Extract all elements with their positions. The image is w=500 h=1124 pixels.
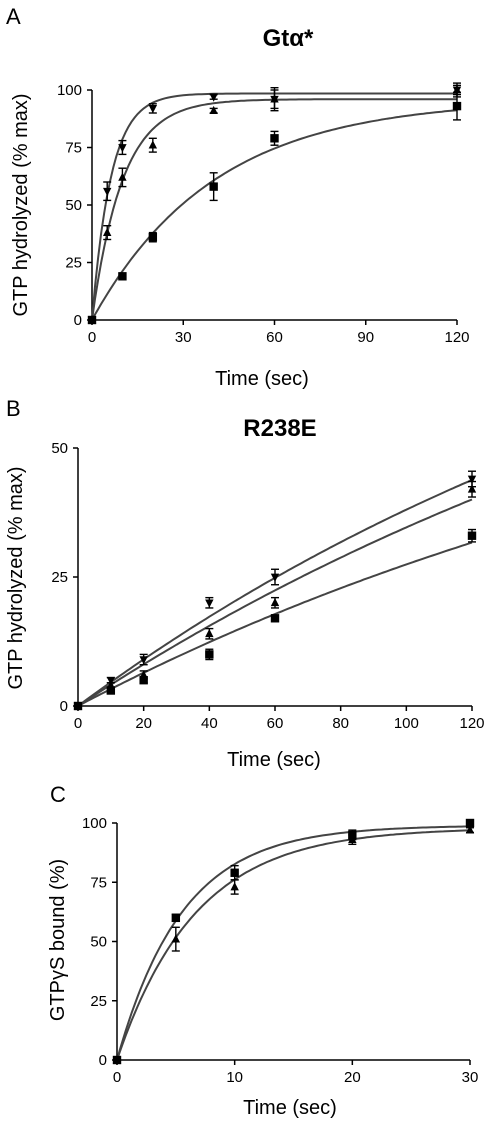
panel-b-x-tick-label: 40 — [201, 715, 218, 732]
panel-b-x-axis-label: Time (sec) — [227, 749, 321, 771]
panel-c-point-triangle-up — [465, 825, 475, 834]
panel-b-fit-curve-triangle-down — [77, 478, 473, 707]
panel-a-x-tick-label: 0 — [88, 329, 96, 346]
panel-a-y-tick-label: 0 — [74, 312, 82, 329]
panel-a-point-square — [209, 182, 218, 191]
panel-b-x-tick-label: 100 — [394, 715, 419, 732]
panel-a-data-marks — [87, 82, 462, 325]
panel-a-y-tick-label: 100 — [57, 82, 82, 99]
panel-b-point-square — [270, 614, 280, 623]
panel-c-fit-curve-triangle-up — [116, 829, 471, 1061]
panel-a-point-triangle-up — [118, 172, 127, 181]
panel-a-point-triangle-up — [270, 94, 279, 103]
panel-a-y-tick-label: 25 — [65, 255, 82, 272]
panel-a-point-triangle-down — [118, 144, 127, 153]
panel-a-x-tick-label: 90 — [357, 329, 374, 346]
panel-c-point-square — [465, 818, 475, 828]
panel-b-point-square — [73, 701, 83, 711]
panel-b-point-square — [467, 531, 477, 540]
panel-c-x-tick-label: 20 — [344, 1069, 361, 1086]
panel-b-point-triangle-down — [270, 573, 280, 582]
panel-c-axes: 0 10 20 30 0 25 50 75 100 — [82, 815, 478, 1086]
panel-a-x-tick-label: 120 — [444, 329, 469, 346]
panel-a-fit-curve-triangle-down — [91, 92, 457, 321]
panel-b-point-triangle-up — [467, 484, 477, 493]
panel-b-x-tick-label: 60 — [267, 715, 284, 732]
panel-a-point-square — [118, 272, 127, 281]
panel-b-letter: B — [6, 396, 21, 421]
panel-a-x-axis-label: Time (sec) — [215, 368, 309, 390]
panel-a-point-square — [452, 101, 462, 111]
panel-c: C Time (sec) GTPγS bound (%) 0 10 20 30 0 25 5… — [47, 782, 478, 1119]
panel-b-fit-curve-square — [77, 541, 473, 707]
panel-c-letter: C — [50, 782, 66, 807]
panel-c-data-marks — [112, 818, 475, 1065]
panel-b-x-tick-label: 80 — [332, 715, 349, 732]
panel-b-x-tick-label: 120 — [459, 715, 484, 732]
panel-c-y-axis-label: GTPγS bound (%) — [47, 859, 69, 1021]
panel-c-point-square — [230, 868, 239, 877]
panel-a-point-triangle-up — [452, 85, 462, 94]
panel-b-y-tick-label: 50 — [51, 440, 68, 457]
panel-b-fit-curves — [77, 478, 473, 707]
panel-c-point-triangle-up — [112, 1055, 122, 1064]
panel-c-y-tick-label: 50 — [90, 934, 107, 951]
panel-a-point-triangle-up — [148, 140, 158, 149]
panel-b-x-tick-label: 0 — [74, 715, 82, 732]
panel-a-x-tick-label: 30 — [175, 329, 192, 346]
panel-a-point-triangle-down — [103, 187, 112, 197]
panel-a-point-square — [148, 233, 158, 242]
panel-b-axes: 0 20 40 60 80 100 120 0 25 50 — [51, 440, 484, 732]
panel-c-y-tick-label: 75 — [90, 874, 107, 891]
panel-c-y-tick-label: 25 — [90, 993, 107, 1010]
panel-c-fit-curves — [116, 825, 471, 1061]
panel-a-y-tick-label: 50 — [65, 197, 82, 214]
panel-c-point-square — [171, 913, 181, 922]
panel-b-point-triangle-up — [270, 597, 280, 607]
panel-a-axes: 0 30 60 90 120 0 25 50 75 100 — [57, 82, 470, 346]
panel-c-x-axis-label: Time (sec) — [243, 1097, 337, 1119]
panel-c-fit-curve-square — [116, 825, 471, 1061]
panel-a-point-square — [87, 315, 97, 325]
panel-a-point-triangle-down — [209, 93, 218, 102]
panel-a-point-triangle-down — [148, 105, 158, 114]
panel-b-point-square — [205, 650, 214, 659]
panel-b-x-tick-label: 20 — [135, 715, 152, 732]
panel-c-point-triangle-up — [230, 882, 239, 891]
panel-a-point-square — [270, 134, 279, 143]
panel-b-point-triangle-up — [205, 628, 214, 638]
panel-a-fit-curves — [91, 92, 458, 321]
panel-b: B R238E Time (sec) GTP hydrolyzed (% max… — [5, 396, 485, 771]
panel-b-title: R238E — [243, 415, 316, 442]
panel-c-x-tick-label: 0 — [113, 1069, 121, 1086]
panel-c-point-triangle-up — [348, 834, 357, 843]
panel-c-point-triangle-up — [171, 934, 181, 943]
panel-b-point-triangle-down — [205, 599, 214, 608]
panel-a-point-triangle-up — [209, 105, 218, 115]
panel-a-point-triangle-up — [103, 227, 112, 236]
panel-b-point-square — [139, 676, 148, 685]
panel-b-y-tick-label: 25 — [51, 569, 68, 586]
panel-a-letter: A — [6, 4, 21, 29]
panel-c-y-tick-label: 100 — [82, 815, 107, 832]
panel-a: A Gtα* Time (sec) GTP hydrolyzed (% max)… — [6, 4, 470, 390]
panel-b-point-square — [106, 686, 116, 695]
panel-b-data-marks — [73, 470, 477, 711]
panel-a-y-axis-label: GTP hydrolyzed (% max) — [10, 93, 32, 316]
panel-b-y-axis-label: GTP hydrolyzed (% max) — [5, 466, 27, 689]
panel-c-x-tick-label: 30 — [462, 1069, 479, 1086]
panel-c-x-tick-label: 10 — [226, 1069, 243, 1086]
panel-a-title: Gtα* — [263, 25, 314, 52]
panel-b-y-tick-label: 0 — [60, 698, 68, 715]
panel-c-y-tick-label: 0 — [99, 1052, 107, 1069]
panel-a-x-tick-label: 60 — [266, 329, 283, 346]
panel-a-y-tick-label: 75 — [65, 140, 82, 157]
panel-b-point-triangle-down — [139, 656, 148, 665]
panel-b-point-triangle-down — [467, 475, 477, 484]
